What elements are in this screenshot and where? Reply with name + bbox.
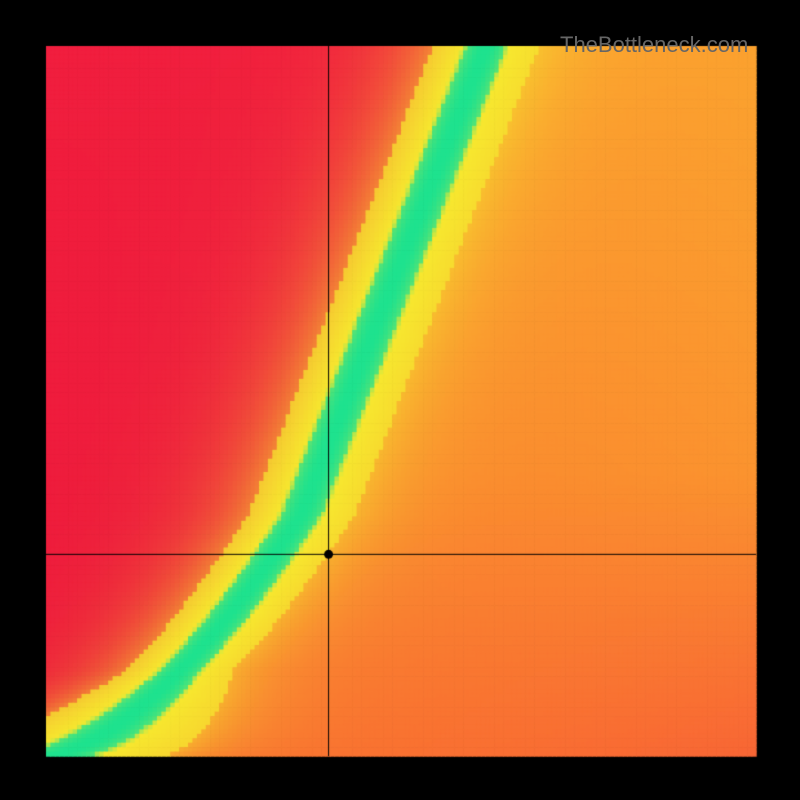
bottleneck-heatmap (0, 0, 800, 800)
watermark-text: TheBottleneck.com (560, 32, 748, 58)
